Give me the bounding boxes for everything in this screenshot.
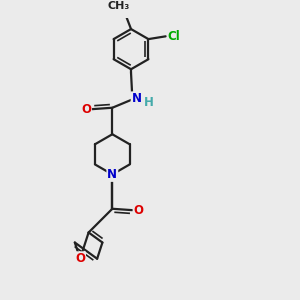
Text: O: O xyxy=(81,103,91,116)
Text: O: O xyxy=(134,204,144,217)
Text: O: O xyxy=(75,252,85,265)
Text: H: H xyxy=(144,96,154,109)
Text: Cl: Cl xyxy=(168,30,181,43)
Text: CH₃: CH₃ xyxy=(107,1,129,10)
Text: N: N xyxy=(107,168,117,181)
Text: N: N xyxy=(132,92,142,105)
